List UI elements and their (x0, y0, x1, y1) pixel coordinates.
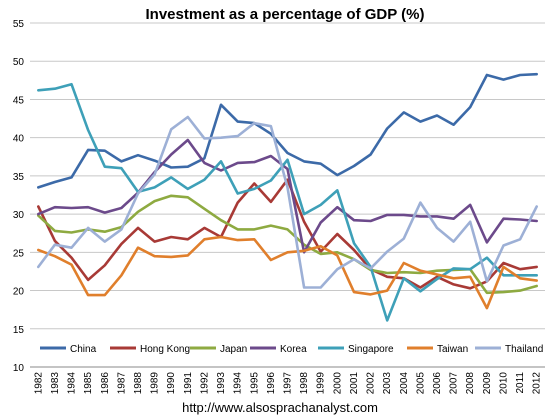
y-tick-label: 55 (13, 19, 25, 30)
x-tick-label: 2000 (332, 372, 343, 395)
y-tick-label: 45 (13, 95, 25, 106)
x-tick-label: 1995 (249, 372, 260, 395)
x-tick-label: 1998 (299, 372, 310, 395)
x-tick-label: 1993 (216, 372, 227, 395)
legend-label-china: China (70, 344, 97, 355)
x-tick-label: 2012 (532, 372, 543, 395)
y-axis: 10 15 20 25 30 35 40 45 50 55 (13, 19, 25, 374)
series-line-singapore (36, 82, 539, 322)
x-tick-label: 1982 (33, 372, 44, 395)
x-tick-label: 2009 (482, 372, 493, 395)
legend-label-korea: Korea (280, 344, 307, 355)
x-tick-label: 2011 (515, 372, 526, 394)
legend-label-thailand: Thailand (505, 344, 543, 355)
x-tick-label: 1989 (150, 372, 161, 395)
series-line-thailand (36, 115, 539, 289)
x-tick-label: 2007 (449, 372, 460, 395)
legend-label-taiwan: Taiwan (437, 344, 468, 355)
legend-label-hong-kong: Hong Kong (140, 344, 190, 355)
x-tick-label: 1997 (283, 372, 294, 395)
x-tick-label: 1984 (67, 372, 78, 395)
x-tick-label: 1988 (133, 372, 144, 395)
y-tick-label: 20 (13, 287, 25, 298)
x-tick-label: 1987 (116, 372, 127, 395)
source-url: http://www.alsosprachanalyst.com (182, 400, 378, 415)
legend: China Hong Kong Japan Korea Singapore Taiwan T… (40, 344, 543, 355)
x-tick-label: 1992 (199, 372, 210, 395)
y-tick-label: 35 (13, 172, 25, 183)
x-tick-label: 1994 (233, 372, 244, 395)
x-tick-label: 1991 (183, 372, 194, 395)
legend-label-singapore: Singapore (348, 344, 394, 355)
y-tick-label: 30 (13, 210, 25, 221)
x-tick-label: 2002 (366, 372, 377, 395)
x-tick-label: 2003 (382, 372, 393, 395)
x-tick-label: 2001 (349, 372, 360, 395)
x-tick-label: 1999 (316, 372, 327, 395)
legend-label-japan: Japan (220, 344, 247, 355)
x-tick-label: 1996 (266, 372, 277, 395)
y-tick-label: 25 (13, 248, 25, 259)
y-tick-label: 10 (13, 363, 25, 374)
x-tick-label: 1990 (166, 372, 177, 395)
series-line-taiwan (36, 235, 539, 310)
x-tick-label: 2004 (399, 372, 410, 395)
y-tick-label: 40 (13, 134, 25, 145)
series-line-china (36, 72, 539, 189)
x-tick-label: 2005 (415, 372, 426, 395)
y-tick-label: 50 (13, 57, 25, 68)
x-tick-label: 2008 (465, 372, 476, 395)
y-tick-label: 15 (13, 325, 25, 336)
x-tick-label: 1983 (50, 372, 61, 395)
series-line-hong-kong (36, 178, 539, 290)
x-axis: 1982 1983 1984 1985 1986 1987 1988 1989 1990 1991… (33, 372, 542, 395)
series-line-korea (36, 138, 539, 254)
x-tick-label: 2010 (498, 372, 509, 395)
x-tick-label: 1986 (100, 372, 111, 395)
x-tick-label: 1985 (83, 372, 94, 395)
series-lines (36, 72, 539, 322)
chart-title: Investment as a percentage of GDP (%) (146, 6, 425, 23)
x-tick-label: 2006 (432, 372, 443, 395)
